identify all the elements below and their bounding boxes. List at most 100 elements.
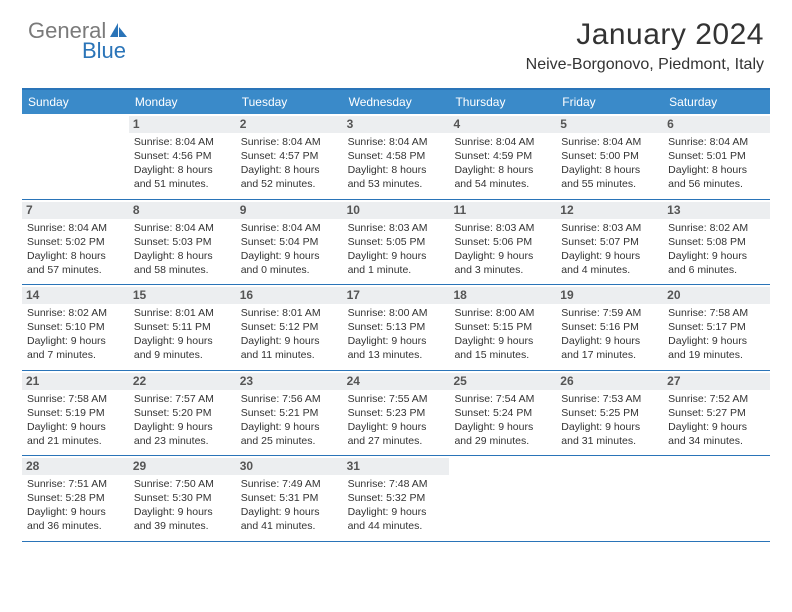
day-number: 2 [236,116,343,133]
day-number: 17 [343,287,450,304]
day-number: 11 [449,202,556,219]
day-cell: 12Sunrise: 8:03 AMSunset: 5:07 PMDayligh… [556,200,663,285]
day-info-line: Sunset: 5:04 PM [241,236,338,249]
day-cell: 5Sunrise: 8:04 AMSunset: 5:00 PMDaylight… [556,114,663,199]
calendar-grid: SundayMondayTuesdayWednesdayThursdayFrid… [22,88,770,542]
day-info-line: Daylight: 9 hours [348,250,445,263]
day-info-line: Daylight: 9 hours [27,335,124,348]
day-cell: 17Sunrise: 8:00 AMSunset: 5:13 PMDayligh… [343,285,450,370]
day-number: 30 [236,458,343,475]
day-info-line: Daylight: 9 hours [668,421,765,434]
day-info-line: Sunrise: 7:57 AM [134,393,231,406]
day-cell: 11Sunrise: 8:03 AMSunset: 5:06 PMDayligh… [449,200,556,285]
day-cell: 7Sunrise: 8:04 AMSunset: 5:02 PMDaylight… [22,200,129,285]
day-info-line: Sunrise: 8:03 AM [348,222,445,235]
day-info-line: Sunrise: 8:00 AM [454,307,551,320]
day-info-line: Sunrise: 8:04 AM [241,136,338,149]
day-info-line: and 3 minutes. [454,264,551,277]
day-info-line: Sunset: 5:12 PM [241,321,338,334]
day-number: 13 [663,202,770,219]
day-info-line: Daylight: 8 hours [454,164,551,177]
day-cell: 22Sunrise: 7:57 AMSunset: 5:20 PMDayligh… [129,371,236,456]
week-row: 7Sunrise: 8:04 AMSunset: 5:02 PMDaylight… [22,200,770,286]
day-number: 19 [556,287,663,304]
day-info-line: Sunrise: 7:58 AM [668,307,765,320]
day-info-line: Daylight: 9 hours [27,421,124,434]
day-info-line: Sunset: 5:17 PM [668,321,765,334]
day-info-line: Daylight: 8 hours [668,164,765,177]
day-cell [556,456,663,541]
day-cell: 14Sunrise: 8:02 AMSunset: 5:10 PMDayligh… [22,285,129,370]
day-info-line: Sunrise: 7:51 AM [27,478,124,491]
day-info-line: Sunset: 5:27 PM [668,407,765,420]
day-cell: 29Sunrise: 7:50 AMSunset: 5:30 PMDayligh… [129,456,236,541]
day-number: 14 [22,287,129,304]
day-cell: 21Sunrise: 7:58 AMSunset: 5:19 PMDayligh… [22,371,129,456]
dow-header-cell: Wednesday [343,90,450,114]
day-info-line: Daylight: 9 hours [134,506,231,519]
day-info-line: and 58 minutes. [134,264,231,277]
day-cell: 15Sunrise: 8:01 AMSunset: 5:11 PMDayligh… [129,285,236,370]
day-info-line: Sunrise: 8:04 AM [134,222,231,235]
day-cell [22,114,129,199]
day-info-line: Sunrise: 7:49 AM [241,478,338,491]
day-info-line: Daylight: 9 hours [134,421,231,434]
day-info-line: Daylight: 9 hours [454,421,551,434]
day-number: 12 [556,202,663,219]
dow-header-cell: Sunday [22,90,129,114]
week-row: 1Sunrise: 8:04 AMSunset: 4:56 PMDaylight… [22,114,770,200]
day-info-line: Sunrise: 7:52 AM [668,393,765,406]
day-number: 24 [343,373,450,390]
day-number: 18 [449,287,556,304]
day-info-line: Sunset: 5:03 PM [134,236,231,249]
day-info-line: and 53 minutes. [348,178,445,191]
day-info-line: and 56 minutes. [668,178,765,191]
day-info-line: Sunrise: 8:00 AM [348,307,445,320]
page-title: January 2024 [526,18,764,52]
day-info-line: Sunset: 5:16 PM [561,321,658,334]
day-info-line: Sunset: 5:23 PM [348,407,445,420]
day-info-line: Sunset: 5:20 PM [134,407,231,420]
day-info-line: Daylight: 9 hours [348,506,445,519]
day-info-line: Sunset: 4:56 PM [134,150,231,163]
day-number: 25 [449,373,556,390]
day-cell: 9Sunrise: 8:04 AMSunset: 5:04 PMDaylight… [236,200,343,285]
day-cell: 19Sunrise: 7:59 AMSunset: 5:16 PMDayligh… [556,285,663,370]
day-info-line: and 13 minutes. [348,349,445,362]
day-info-line: Sunrise: 7:56 AM [241,393,338,406]
day-info-line: Daylight: 8 hours [27,250,124,263]
day-cell: 24Sunrise: 7:55 AMSunset: 5:23 PMDayligh… [343,371,450,456]
day-info-line: Sunrise: 7:59 AM [561,307,658,320]
day-info-line: Daylight: 8 hours [241,164,338,177]
day-number: 26 [556,373,663,390]
day-info-line: Daylight: 9 hours [241,335,338,348]
day-info-line: Daylight: 9 hours [134,335,231,348]
day-info-line: and 34 minutes. [668,435,765,448]
day-info-line: Sunset: 4:59 PM [454,150,551,163]
day-info-line: Sunset: 4:57 PM [241,150,338,163]
day-number: 7 [22,202,129,219]
day-info-line: Sunrise: 8:04 AM [561,136,658,149]
day-info-line: Sunset: 5:28 PM [27,492,124,505]
day-info-line: Sunset: 5:06 PM [454,236,551,249]
day-info-line: Sunset: 5:00 PM [561,150,658,163]
day-info-line: Sunset: 5:25 PM [561,407,658,420]
day-info-line: Daylight: 8 hours [348,164,445,177]
day-cell [449,456,556,541]
day-info-line: Sunset: 5:21 PM [241,407,338,420]
day-cell: 28Sunrise: 7:51 AMSunset: 5:28 PMDayligh… [22,456,129,541]
day-info-line: and 19 minutes. [668,349,765,362]
day-info-line: and 36 minutes. [27,520,124,533]
day-info-line: Sunrise: 8:04 AM [348,136,445,149]
day-info-line: and 51 minutes. [134,178,231,191]
day-number: 27 [663,373,770,390]
day-number: 10 [343,202,450,219]
day-number: 20 [663,287,770,304]
day-info-line: and 1 minute. [348,264,445,277]
day-number: 3 [343,116,450,133]
day-info-line: Sunrise: 8:01 AM [241,307,338,320]
day-info-line: Sunset: 5:13 PM [348,321,445,334]
day-cell: 23Sunrise: 7:56 AMSunset: 5:21 PMDayligh… [236,371,343,456]
title-block: January 2024 Neive-Borgonovo, Piedmont, … [526,18,764,74]
day-number: 8 [129,202,236,219]
